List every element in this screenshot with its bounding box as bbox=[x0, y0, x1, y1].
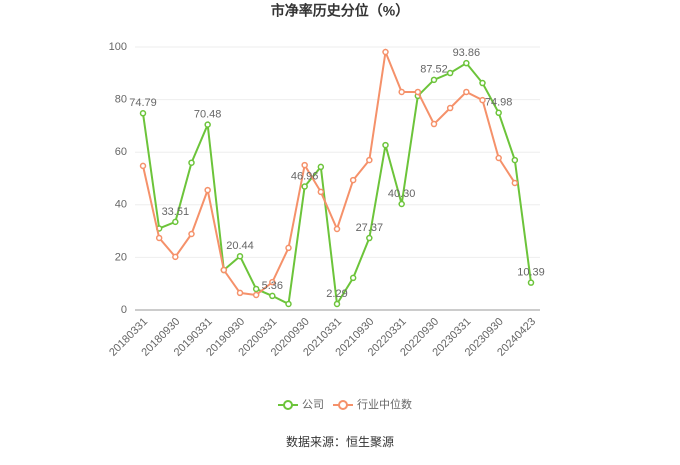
point bbox=[495, 154, 502, 162]
point bbox=[527, 279, 535, 286]
legend-label: 行业中位数 bbox=[357, 397, 412, 411]
data-label: 2.29 bbox=[326, 288, 347, 300]
y-tick-label: 100 bbox=[109, 41, 127, 53]
data-label: 46.96 bbox=[291, 170, 319, 182]
point bbox=[220, 266, 228, 274]
point bbox=[366, 156, 373, 164]
point bbox=[511, 179, 519, 187]
data-label: 27.37 bbox=[356, 222, 384, 234]
point bbox=[236, 289, 244, 297]
legend-item[interactable]: 公司 bbox=[278, 399, 324, 411]
point bbox=[269, 278, 276, 286]
series-line bbox=[142, 48, 516, 297]
data-label: 70.48 bbox=[194, 109, 222, 121]
point bbox=[382, 141, 389, 149]
point bbox=[430, 76, 438, 84]
data-label: 87.52 bbox=[420, 64, 448, 76]
point bbox=[511, 156, 519, 164]
point bbox=[139, 110, 147, 117]
point bbox=[139, 162, 147, 170]
point bbox=[269, 292, 276, 300]
point bbox=[398, 88, 405, 96]
point bbox=[463, 59, 470, 67]
data-label: 74.79 bbox=[129, 97, 157, 109]
point bbox=[349, 176, 357, 184]
source: 数据来源：恒生聚源 bbox=[286, 434, 394, 449]
data-label: 40.30 bbox=[388, 188, 416, 200]
point bbox=[204, 121, 211, 128]
point bbox=[446, 69, 454, 77]
point bbox=[188, 159, 195, 166]
point bbox=[398, 200, 405, 208]
point bbox=[479, 79, 486, 87]
point bbox=[479, 96, 486, 104]
legend-item[interactable]: 行业中位数 bbox=[333, 397, 412, 411]
point bbox=[172, 253, 179, 261]
point bbox=[285, 244, 292, 252]
point bbox=[463, 88, 470, 96]
y-tick-label: 0 bbox=[121, 304, 127, 316]
data-label: 10.39 bbox=[517, 267, 545, 279]
data-label: 33.51 bbox=[162, 206, 190, 218]
point bbox=[382, 48, 389, 56]
point bbox=[155, 234, 163, 242]
data-label: 5.36 bbox=[262, 280, 283, 292]
data-label: 20.44 bbox=[226, 240, 254, 252]
point bbox=[172, 218, 179, 226]
point bbox=[252, 285, 260, 293]
point bbox=[349, 274, 357, 282]
point bbox=[236, 252, 244, 260]
data-label: 93.86 bbox=[453, 47, 481, 59]
y-tick-label: 20 bbox=[115, 251, 127, 263]
data-label: 74.98 bbox=[485, 97, 513, 109]
legend-label: 公司 bbox=[302, 399, 324, 411]
point bbox=[204, 186, 211, 194]
point bbox=[333, 300, 341, 308]
point bbox=[430, 120, 438, 128]
point bbox=[285, 300, 292, 308]
y-tick-label: 60 bbox=[115, 146, 127, 158]
legend-marker bbox=[283, 400, 293, 410]
point bbox=[252, 291, 260, 299]
point bbox=[366, 234, 373, 242]
y-tick-label: 40 bbox=[115, 199, 127, 211]
y-tick-label: 80 bbox=[115, 94, 127, 106]
point bbox=[301, 183, 308, 190]
point bbox=[317, 188, 325, 196]
point bbox=[333, 225, 341, 233]
point bbox=[188, 230, 195, 238]
point bbox=[317, 163, 325, 171]
point bbox=[446, 104, 454, 112]
point bbox=[301, 161, 308, 169]
point bbox=[495, 109, 502, 117]
point bbox=[414, 88, 422, 96]
legend-marker bbox=[338, 400, 348, 410]
chart-title: 市净率历史分位（%） bbox=[271, 3, 409, 19]
